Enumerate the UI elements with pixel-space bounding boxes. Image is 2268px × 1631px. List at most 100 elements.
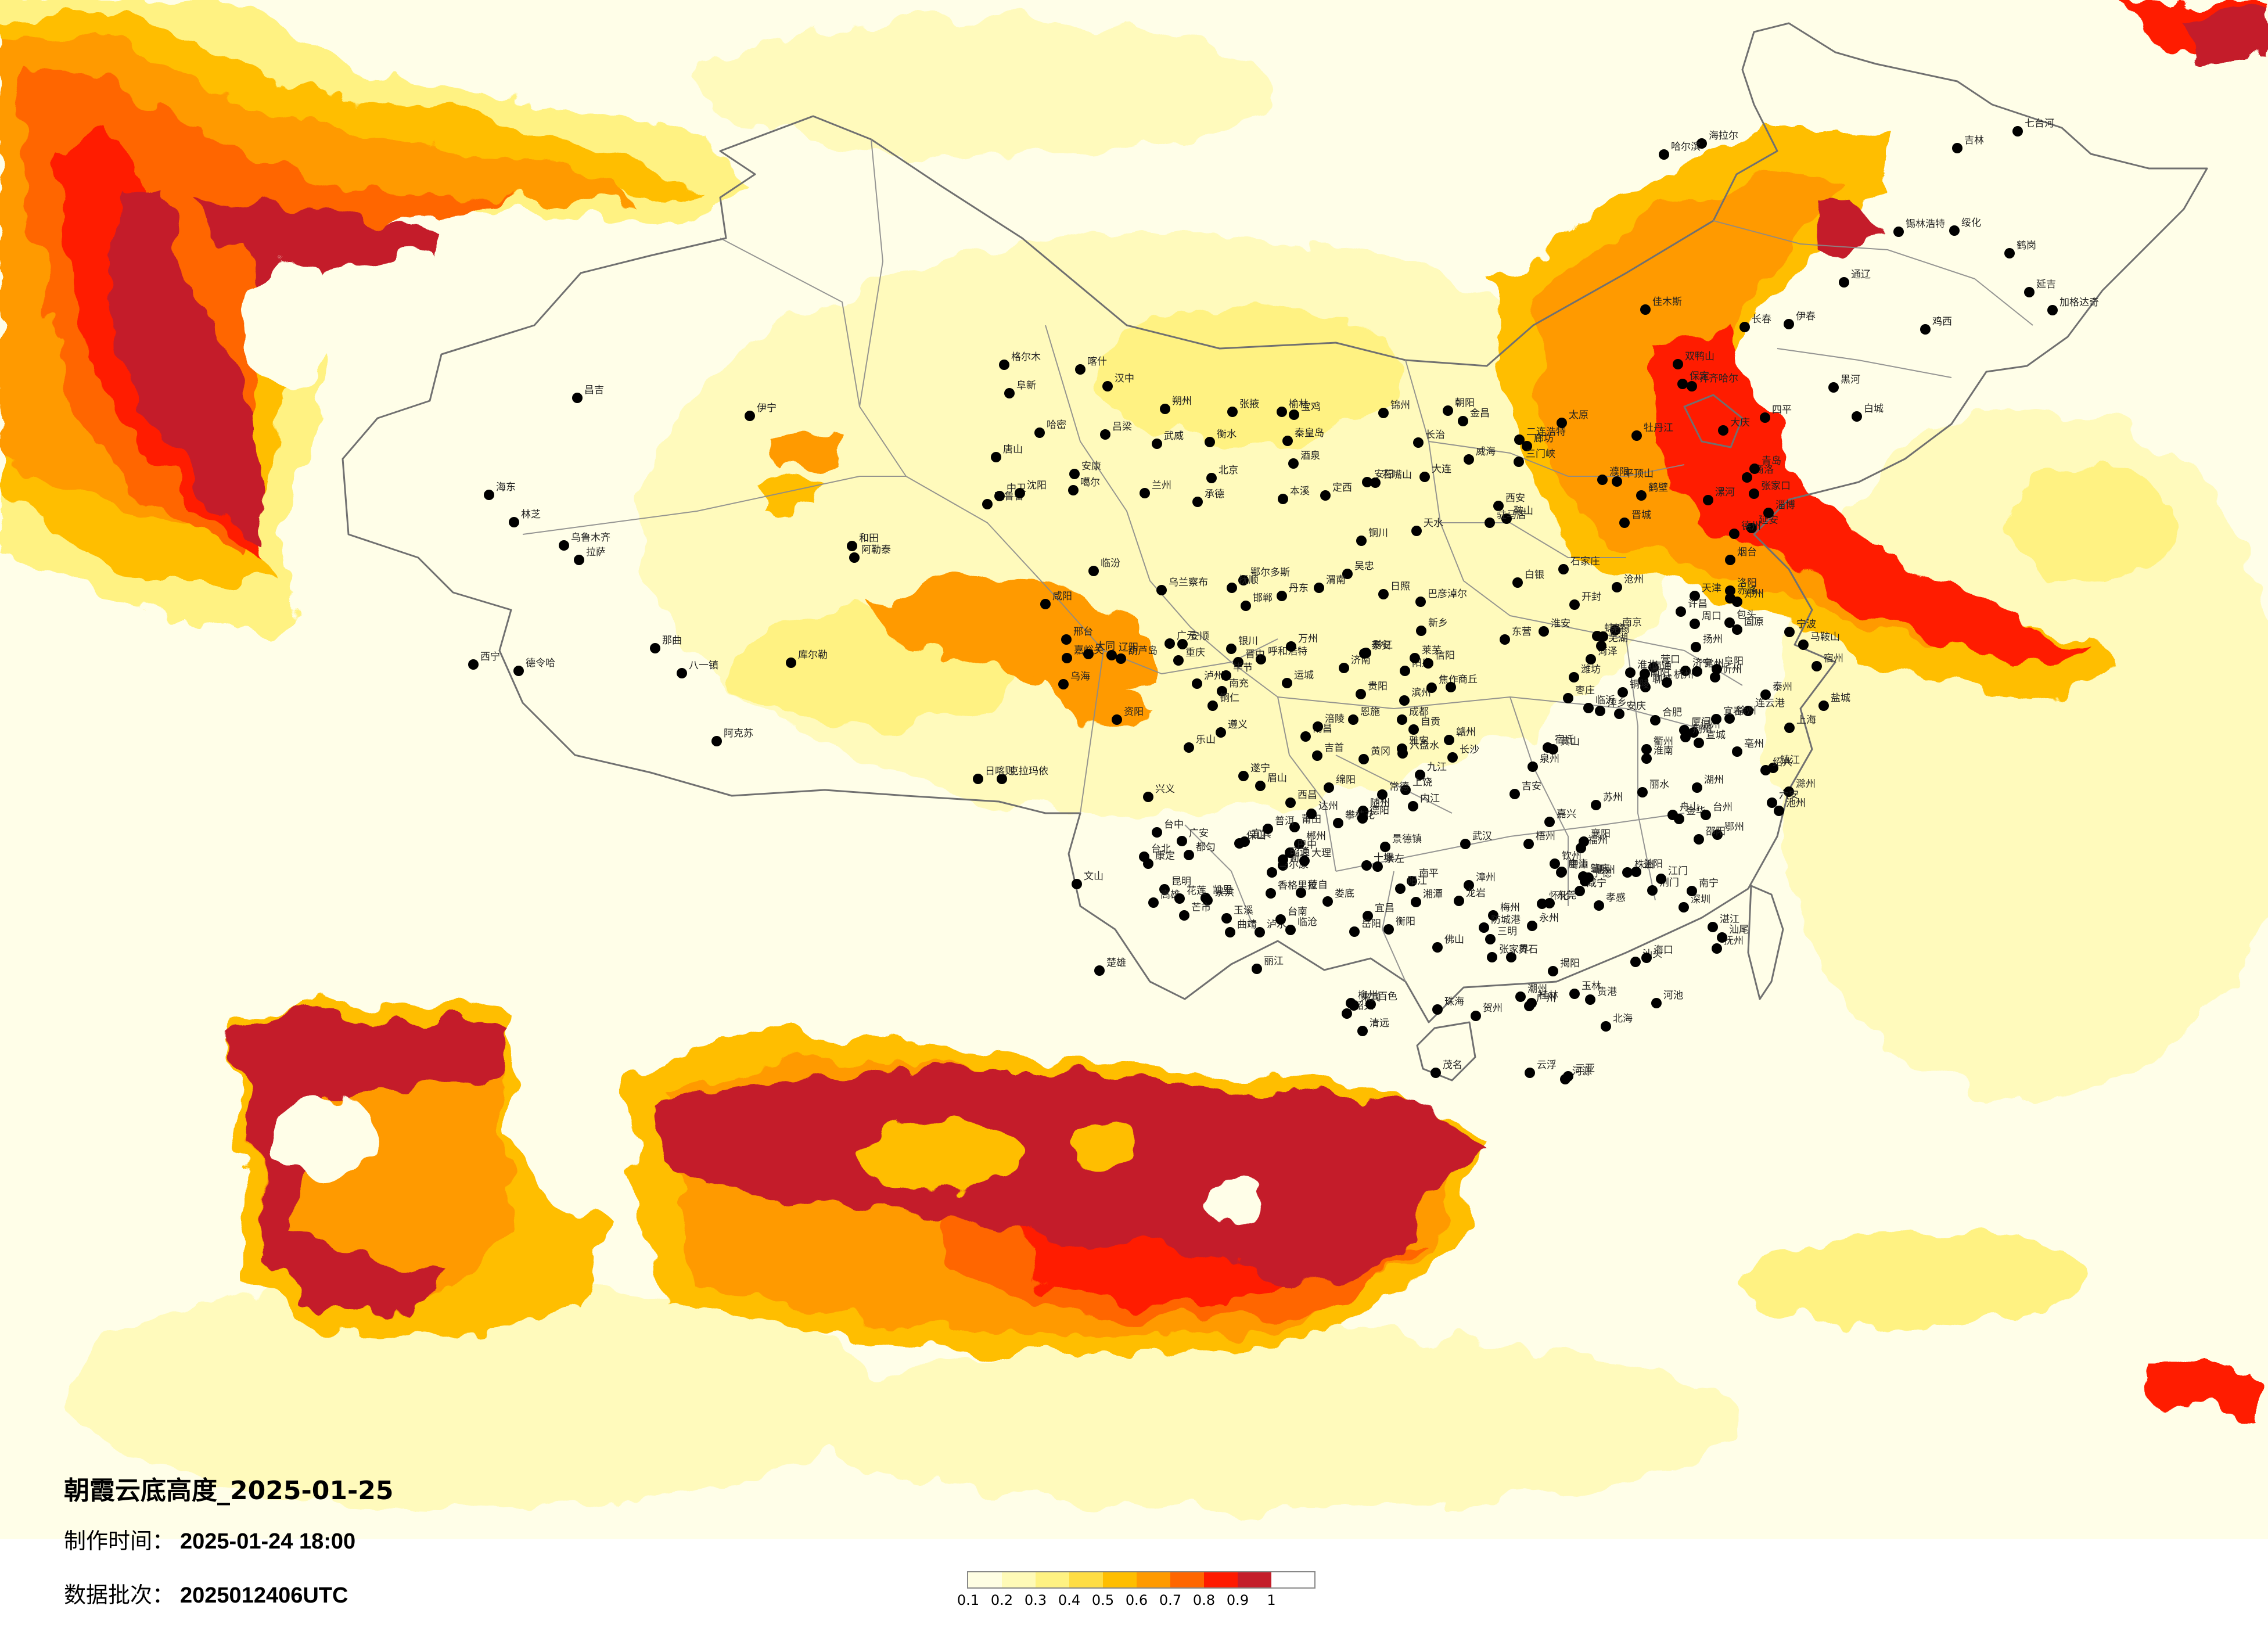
city-marker[interactable]: 鸡西	[1920, 316, 1952, 335]
city-marker[interactable]: 台北	[1139, 843, 1171, 862]
city-marker[interactable]: 台南	[1275, 906, 1307, 925]
city-marker[interactable]: 舟山	[1667, 802, 1699, 820]
city-marker[interactable]: 台州	[1701, 802, 1733, 820]
city-marker[interactable]: 海东	[484, 482, 516, 500]
city-marker[interactable]: 格尔木	[999, 351, 1041, 370]
city-marker[interactable]: 濮阳	[1597, 466, 1629, 485]
city-marker[interactable]: 白银	[1512, 569, 1544, 588]
city-marker[interactable]: 连云港	[1743, 698, 1785, 716]
city-marker[interactable]: 花莲	[1174, 885, 1206, 904]
city-marker[interactable]: 洛阳	[1725, 577, 1757, 596]
map-panel[interactable]: 加格达奇 黑河 海拉尔 齐齐哈尔 伊春 鹤岗 佳木斯 双鸭山 大庆 绥化 哈尔滨 七台河 鸡西 牡丹江 锡林…	[0, 0, 2268, 1539]
city-marker[interactable]: 广元	[1164, 630, 1196, 649]
city-marker[interactable]: 朔州	[1160, 396, 1192, 414]
city-marker[interactable]: 梅州	[1488, 902, 1520, 921]
city-marker[interactable]: 阜新	[1004, 380, 1036, 398]
city-marker[interactable]: 吴忠	[1342, 561, 1374, 579]
city-marker[interactable]: 百色	[1365, 991, 1397, 1010]
city-marker[interactable]: 绵阳	[1324, 774, 1356, 793]
city-marker[interactable]: 遂宁	[1238, 763, 1270, 781]
city-marker[interactable]: 滁州	[1784, 778, 1816, 797]
city-marker[interactable]: 张掖	[1227, 398, 1259, 417]
city-marker[interactable]: 海口	[1641, 944, 1673, 963]
city-marker[interactable]: 葫芦岛	[1116, 645, 1158, 664]
city-marker[interactable]: 芒市	[1179, 902, 1211, 921]
city-marker[interactable]: 中山	[1557, 858, 1588, 877]
city-marker[interactable]: 六安	[1767, 789, 1799, 808]
city-marker[interactable]: 包头	[1724, 609, 1756, 628]
city-marker[interactable]: 泉州	[1527, 753, 1559, 772]
city-marker[interactable]: 遵义	[1216, 719, 1248, 738]
city-marker[interactable]: 兴义	[1143, 784, 1175, 802]
city-marker[interactable]: 武威	[1152, 430, 1184, 449]
city-marker[interactable]: 漯河	[1703, 487, 1735, 505]
city-marker[interactable]: 景德镇	[1380, 834, 1422, 852]
city-marker[interactable]: 普洱	[1263, 816, 1295, 834]
city-marker[interactable]: 南通	[1640, 660, 1672, 679]
city-marker[interactable]: 荆州	[1680, 724, 1712, 742]
city-marker[interactable]: 铜仁	[1207, 692, 1239, 711]
city-marker[interactable]: 马鞍山	[1798, 631, 1840, 650]
city-marker[interactable]: 渭南	[1314, 574, 1346, 593]
city-marker[interactable]: 南京	[1610, 617, 1642, 635]
city-marker[interactable]: 六盘水	[1397, 740, 1439, 759]
city-marker[interactable]: 昌吉	[572, 385, 604, 403]
city-marker[interactable]: 淮北	[1625, 659, 1657, 678]
city-marker[interactable]: 云浮	[1525, 1059, 1557, 1078]
city-marker[interactable]: 上饶	[1400, 777, 1432, 795]
city-marker[interactable]: 海拉尔	[1696, 130, 1738, 149]
city-marker[interactable]: 石家庄	[1558, 556, 1600, 574]
city-marker[interactable]: 沈阳	[1015, 480, 1047, 498]
city-marker[interactable]: 牡丹江	[1631, 422, 1673, 441]
city-marker[interactable]: 石嘴山	[1370, 469, 1412, 488]
city-marker[interactable]: 秦皇岛	[1282, 427, 1324, 446]
city-marker[interactable]: 西安	[1493, 493, 1525, 511]
city-marker[interactable]: 丽江	[1252, 955, 1284, 974]
city-marker[interactable]: 林芝	[509, 509, 541, 527]
city-marker[interactable]: 武汉	[1460, 831, 1492, 849]
city-marker[interactable]: 自贡	[1408, 716, 1440, 735]
city-marker[interactable]: 廊坊	[1522, 433, 1554, 451]
city-marker[interactable]: 长沙	[1447, 744, 1479, 763]
city-marker[interactable]: 九江	[1415, 761, 1447, 780]
city-marker[interactable]: 攀枝花	[1333, 810, 1375, 828]
city-marker[interactable]: 丹东	[1277, 583, 1309, 601]
city-marker[interactable]: 安庆	[1614, 700, 1646, 719]
city-marker[interactable]: 绍兴	[1760, 757, 1792, 775]
city-marker[interactable]: 商丘	[1446, 674, 1478, 692]
city-marker[interactable]: 咸阳	[1040, 591, 1072, 609]
city-marker[interactable]: 加格达奇	[2047, 297, 2099, 315]
city-marker[interactable]: 岳阳	[1349, 918, 1381, 937]
city-marker[interactable]: 景洪	[1202, 887, 1234, 906]
city-marker[interactable]: 鹤壁	[1636, 482, 1668, 501]
city-marker[interactable]: 防城港	[1479, 914, 1521, 933]
city-marker[interactable]: 资阳	[1112, 706, 1144, 725]
city-marker[interactable]: 承德	[1192, 488, 1224, 507]
city-marker[interactable]: 东莞	[1544, 890, 1576, 908]
city-marker[interactable]: 宁波	[1784, 619, 1816, 637]
city-marker[interactable]: 崇左	[1372, 853, 1404, 872]
city-marker[interactable]: 楚雄	[1094, 957, 1126, 976]
city-marker[interactable]: 巴彦淖尔	[1415, 588, 1467, 607]
city-marker[interactable]: 盐城	[1818, 692, 1850, 711]
city-marker[interactable]: 抚州	[1712, 935, 1744, 954]
city-marker[interactable]: 珠海	[1432, 996, 1464, 1015]
city-marker[interactable]: 双鸭山	[1673, 351, 1715, 369]
city-marker[interactable]: 阳江	[1395, 875, 1427, 894]
city-marker[interactable]: 惠州	[1583, 864, 1615, 883]
city-marker[interactable]: 襄阳	[1579, 828, 1611, 847]
city-marker[interactable]: 衡阳	[1383, 916, 1415, 935]
city-marker[interactable]: 济宁	[1680, 658, 1712, 676]
city-marker[interactable]: 湛江	[1708, 914, 1739, 932]
city-marker[interactable]: 潮州	[1515, 983, 1547, 1002]
city-marker[interactable]: 郴州	[1294, 831, 1326, 849]
city-marker[interactable]: 威海	[1464, 446, 1496, 465]
city-marker[interactable]: 保定	[1677, 371, 1709, 389]
city-marker[interactable]: 和田	[847, 533, 879, 551]
city-marker[interactable]: 南充	[1217, 678, 1249, 696]
city-marker[interactable]: 金昌	[1458, 408, 1490, 426]
city-marker[interactable]: 八一镇	[677, 660, 718, 678]
city-marker[interactable]: 河池	[1651, 990, 1683, 1008]
city-marker[interactable]: 安阳	[1362, 469, 1394, 487]
city-marker[interactable]: 台中	[1152, 819, 1184, 838]
